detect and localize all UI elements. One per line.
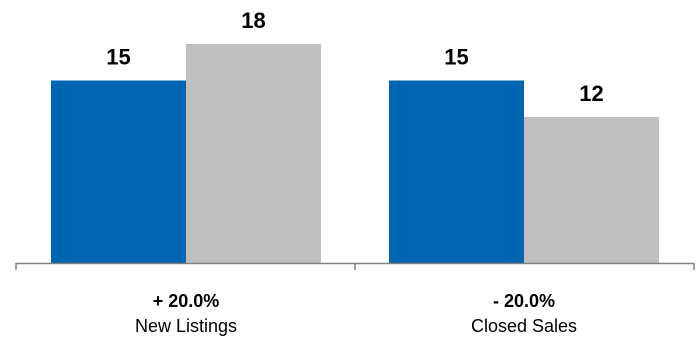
- change-label-closed-sales: - 20.0%: [493, 291, 555, 311]
- change-label-new-listings: + 20.0%: [153, 291, 220, 311]
- category-labels-layer: + 20.0% New Listings - 20.0% Closed Sales: [135, 291, 577, 336]
- bar-closed-sales-series-1: [389, 80, 524, 263]
- value-labels-layer: 15 18 15 12: [106, 8, 603, 106]
- data-label-closed-sales-series-1: 15: [444, 45, 468, 70]
- data-label-new-listings-series-2: 18: [241, 8, 265, 33]
- bar-new-listings-series-1: [51, 80, 186, 263]
- bar-new-listings-series-2: [186, 44, 321, 263]
- category-label-new-listings: New Listings: [135, 316, 237, 336]
- bar-closed-sales-series-2: [524, 117, 659, 263]
- x-axis: [15, 262, 695, 270]
- category-label-closed-sales: Closed Sales: [471, 316, 577, 336]
- data-label-closed-sales-series-2: 12: [579, 81, 603, 106]
- data-label-new-listings-series-1: 15: [106, 45, 130, 70]
- bars-layer: [51, 44, 659, 263]
